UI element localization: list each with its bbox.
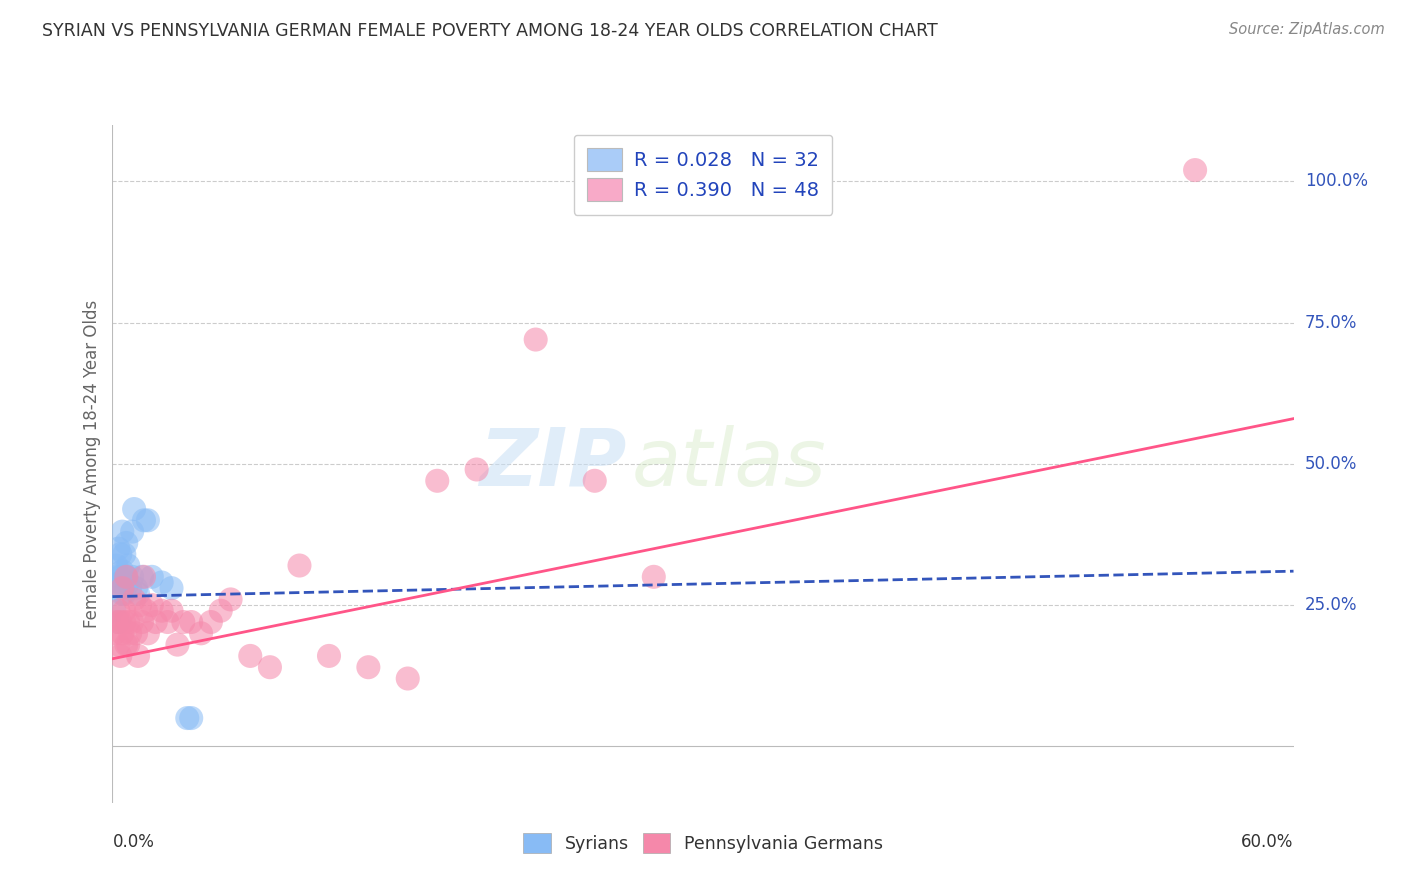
Point bbox=[117, 615, 139, 629]
Point bbox=[110, 547, 132, 561]
Text: 50.0%: 50.0% bbox=[1305, 455, 1357, 473]
Point bbox=[129, 598, 152, 612]
Point bbox=[115, 536, 138, 550]
Point bbox=[110, 615, 132, 629]
Point bbox=[219, 592, 242, 607]
Point bbox=[160, 604, 183, 618]
Point bbox=[107, 541, 129, 556]
Point bbox=[110, 570, 132, 584]
Point bbox=[107, 604, 129, 618]
Point bbox=[426, 474, 449, 488]
Point bbox=[110, 648, 132, 663]
Y-axis label: Female Poverty Among 18-24 Year Olds: Female Poverty Among 18-24 Year Olds bbox=[83, 300, 101, 628]
Point bbox=[131, 570, 153, 584]
Point bbox=[115, 570, 138, 584]
Point bbox=[172, 615, 194, 629]
Point bbox=[239, 648, 262, 663]
Text: 100.0%: 100.0% bbox=[1305, 172, 1368, 190]
Point bbox=[111, 564, 134, 578]
Text: ZIP: ZIP bbox=[479, 425, 626, 503]
Point bbox=[141, 570, 163, 584]
Point bbox=[259, 660, 281, 674]
Point bbox=[150, 575, 173, 590]
Point bbox=[110, 575, 132, 590]
Point bbox=[209, 604, 232, 618]
Point bbox=[190, 626, 212, 640]
Point bbox=[200, 615, 222, 629]
Point bbox=[125, 581, 148, 595]
Text: SYRIAN VS PENNSYLVANIA GERMAN FEMALE POVERTY AMONG 18-24 YEAR OLDS CORRELATION C: SYRIAN VS PENNSYLVANIA GERMAN FEMALE POV… bbox=[42, 22, 938, 40]
Point bbox=[115, 638, 138, 652]
Point bbox=[111, 524, 134, 539]
Point bbox=[111, 581, 134, 595]
Point bbox=[103, 626, 125, 640]
Point bbox=[112, 604, 135, 618]
Point bbox=[141, 598, 163, 612]
Point bbox=[150, 604, 173, 618]
Point bbox=[145, 615, 167, 629]
Point bbox=[103, 604, 125, 618]
Point bbox=[135, 604, 157, 618]
Point bbox=[176, 711, 198, 725]
Point bbox=[643, 570, 665, 584]
Point bbox=[121, 615, 143, 629]
Point bbox=[127, 648, 149, 663]
Point bbox=[105, 558, 128, 573]
Point bbox=[105, 570, 128, 584]
Point bbox=[136, 513, 159, 527]
Text: 0.0%: 0.0% bbox=[112, 833, 155, 851]
Point bbox=[117, 575, 139, 590]
Point bbox=[583, 474, 606, 488]
Point bbox=[105, 615, 128, 629]
Point bbox=[132, 570, 155, 584]
Text: Source: ZipAtlas.com: Source: ZipAtlas.com bbox=[1229, 22, 1385, 37]
Point bbox=[132, 513, 155, 527]
Point bbox=[107, 638, 129, 652]
Point bbox=[117, 558, 139, 573]
Point bbox=[131, 615, 153, 629]
Point bbox=[156, 615, 179, 629]
Point bbox=[122, 502, 145, 516]
Legend: Syrians, Pennsylvania Germans: Syrians, Pennsylvania Germans bbox=[515, 824, 891, 862]
Point bbox=[465, 462, 488, 476]
Point bbox=[166, 638, 188, 652]
Point bbox=[117, 638, 139, 652]
Text: atlas: atlas bbox=[633, 425, 827, 503]
Point bbox=[120, 581, 142, 595]
Point bbox=[357, 660, 380, 674]
Point bbox=[122, 592, 145, 607]
Point bbox=[125, 626, 148, 640]
Point bbox=[107, 581, 129, 595]
Point bbox=[115, 570, 138, 584]
Point bbox=[180, 615, 202, 629]
Point bbox=[136, 626, 159, 640]
Point bbox=[160, 581, 183, 595]
Point bbox=[396, 672, 419, 686]
Point bbox=[111, 587, 134, 601]
Point bbox=[524, 333, 547, 347]
Point bbox=[127, 587, 149, 601]
Point bbox=[121, 524, 143, 539]
Point bbox=[121, 570, 143, 584]
Point bbox=[1184, 163, 1206, 178]
Point bbox=[112, 547, 135, 561]
Point bbox=[288, 558, 311, 573]
Point bbox=[180, 711, 202, 725]
Text: 60.0%: 60.0% bbox=[1241, 833, 1294, 851]
Point bbox=[107, 615, 129, 629]
Point bbox=[120, 626, 142, 640]
Point bbox=[112, 615, 135, 629]
Text: 75.0%: 75.0% bbox=[1305, 314, 1357, 332]
Point bbox=[111, 626, 134, 640]
Text: 25.0%: 25.0% bbox=[1305, 596, 1357, 614]
Point bbox=[318, 648, 340, 663]
Point bbox=[112, 587, 135, 601]
